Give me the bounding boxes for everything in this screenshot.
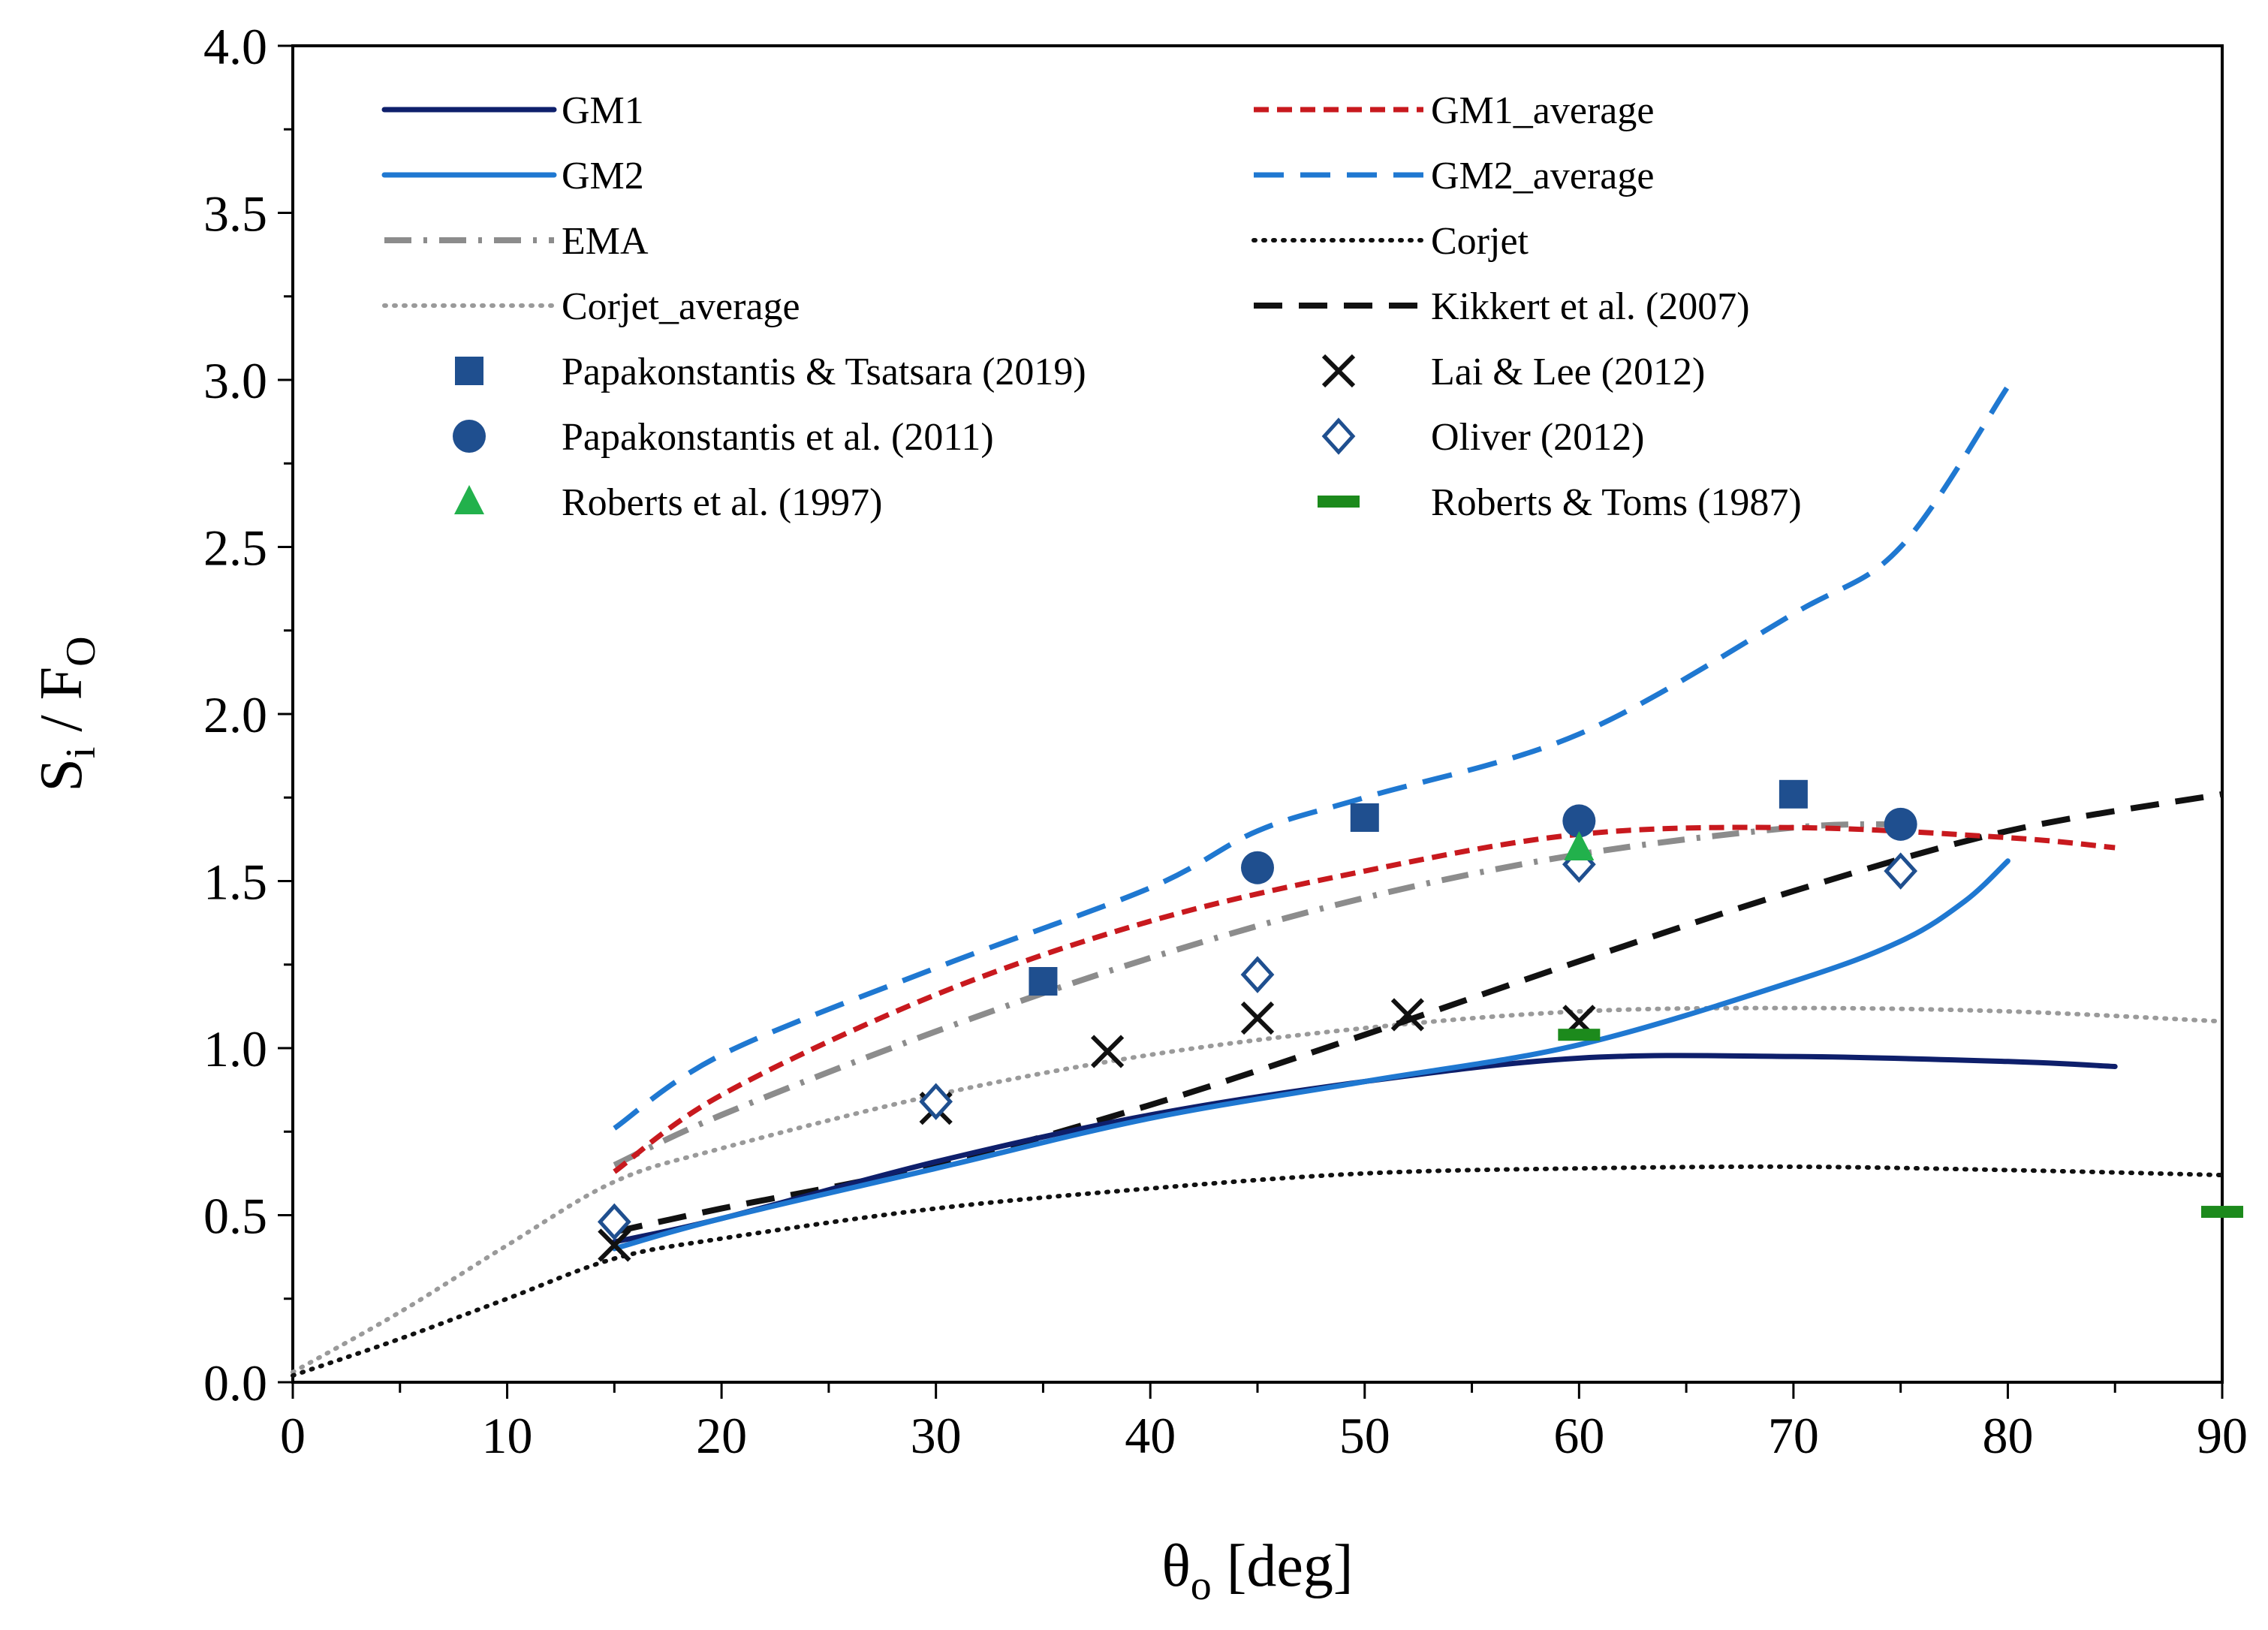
data-point-papakonstantis-tsatsara-2019	[1779, 779, 1808, 809]
legend-label: Lai & Lee (2012)	[1431, 351, 1705, 393]
series-line-corjet	[291, 1164, 2224, 1378]
legend-entry-gm2: GM2	[381, 155, 644, 197]
data-point-papakonstantis-et-al-2011	[1241, 851, 1274, 884]
legend-swatch	[1318, 496, 1360, 508]
data-point-papakonstantis-tsatsara-2019	[1029, 967, 1058, 996]
y-tick-label: 4.0	[203, 18, 267, 75]
legend-swatch	[1321, 417, 1356, 455]
legend-entry-lai-lee-2012: Lai & Lee (2012)	[1321, 351, 1705, 393]
legend-entry-oliver-2012: Oliver (2012)	[1321, 416, 1644, 459]
y-axis-title: Si / FO	[29, 636, 104, 791]
legend-entry-ema: EMA	[384, 220, 649, 263]
data-point-roberts-toms-1987	[1558, 1029, 1601, 1041]
legend-entry-papakonstantis-et-al-2011: Papakonstantis et al. (2011)	[453, 416, 994, 459]
y-tick-label: 3.0	[203, 352, 267, 409]
legend-label: Papakonstantis et al. (2011)	[562, 416, 994, 459]
legend-entry-gm1: GM1	[381, 89, 644, 132]
legend-label: EMA	[562, 220, 649, 263]
legend-entry-kikkert-et-al-2007: Kikkert et al. (2007)	[1254, 285, 1750, 328]
x-tick-label: 50	[1339, 1407, 1390, 1464]
legend-label: Roberts & Toms (1987)	[1431, 481, 1802, 524]
data-point-lai-lee-2012	[1390, 998, 1425, 1032]
legend-label: GM2	[562, 155, 644, 197]
data-point-lai-lee-2012	[598, 1228, 631, 1262]
data-point-papakonstantis-et-al-2011	[1562, 804, 1596, 838]
x-tick-label: 80	[1982, 1407, 2033, 1464]
legend-label: Papakonstantis & Tsatsara (2019)	[562, 351, 1086, 393]
y-tick-label: 2.5	[203, 520, 267, 577]
data-point-roberts-toms-1987	[2201, 1206, 2243, 1219]
legend: GM1 GM1_average GM2 GM2_average EMA Corjet Cor…	[381, 89, 1802, 524]
legend-entry-corjet: Corjet	[1251, 220, 1529, 263]
data-point-papakonstantis-et-al-2011	[1884, 807, 1917, 841]
x-tick-label: 0	[280, 1407, 306, 1464]
legend-swatch	[454, 485, 484, 514]
legend-entry-gm2-average: GM2_average	[1254, 155, 1654, 197]
x-tick-label: 40	[1125, 1407, 1176, 1464]
legend-entry-papakonstantis-tsatsara-2019: Papakonstantis & Tsatsara (2019)	[455, 351, 1086, 393]
series-line-corjet-average	[291, 1005, 2224, 1375]
data-layer	[291, 384, 2243, 1378]
x-tick-label: 70	[1768, 1407, 1819, 1464]
series-line-ema	[613, 821, 1901, 1168]
legend-label: Roberts et al. (1997)	[562, 481, 882, 524]
legend-label: Kikkert et al. (2007)	[1431, 285, 1750, 328]
x-tick-label: 20	[696, 1407, 747, 1464]
legend-entry-gm1-average: GM1_average	[1254, 89, 1654, 132]
legend-label: Corjet	[1431, 220, 1529, 263]
y-tick-label: 3.5	[203, 185, 267, 243]
series-line-gm2	[611, 858, 2010, 1252]
legend-label: Oliver (2012)	[1431, 416, 1644, 459]
data-point-lai-lee-2012	[1090, 1035, 1125, 1068]
data-point-oliver-2012	[1240, 956, 1275, 993]
x-axis-title: θo [deg]	[1161, 1533, 1353, 1609]
legend-swatch	[453, 420, 486, 453]
y-tick-label: 1.5	[203, 854, 267, 911]
data-point-oliver-2012	[1884, 852, 1918, 890]
legend-label: GM1	[562, 89, 644, 132]
x-tick-label: 10	[482, 1407, 533, 1464]
data-point-papakonstantis-tsatsara-2019	[1350, 803, 1379, 832]
x-tick-label: 60	[1553, 1407, 1604, 1464]
data-point-oliver-2012	[919, 1083, 953, 1120]
legend-entry-roberts-toms-1987: Roberts & Toms (1987)	[1318, 481, 1802, 524]
legend-label: GM2_average	[1431, 155, 1654, 197]
legend-entry-roberts-et-al-1997: Roberts et al. (1997)	[454, 481, 882, 524]
y-tick-label: 2.0	[203, 686, 267, 743]
x-tick-label: 90	[2197, 1407, 2248, 1464]
y-tick-label: 1.0	[203, 1020, 267, 1077]
series-line-gm1-average	[613, 824, 2116, 1174]
legend-entry-corjet-average: Corjet_average	[382, 285, 800, 328]
axes-layer: 0.0 0.5 1.0 1.5 2.0 2.5 3.0 3.5 4.0 0 10 20 30 40 50 60…	[203, 18, 2248, 1464]
legend-swatch	[455, 357, 483, 385]
y-tick-label: 0.0	[203, 1354, 267, 1412]
y-tick-label: 0.5	[203, 1188, 267, 1245]
data-point-roberts-et-al-1997	[1564, 831, 1595, 860]
legend-label: GM1_average	[1431, 89, 1654, 132]
data-point-lai-lee-2012	[1240, 1001, 1275, 1035]
x-tick-label: 30	[911, 1407, 962, 1464]
legend-swatch	[1321, 354, 1356, 388]
data-point-oliver-2012	[597, 1203, 631, 1241]
legend-label: Corjet_average	[562, 285, 800, 328]
series-line-gm2-average	[613, 384, 2010, 1131]
